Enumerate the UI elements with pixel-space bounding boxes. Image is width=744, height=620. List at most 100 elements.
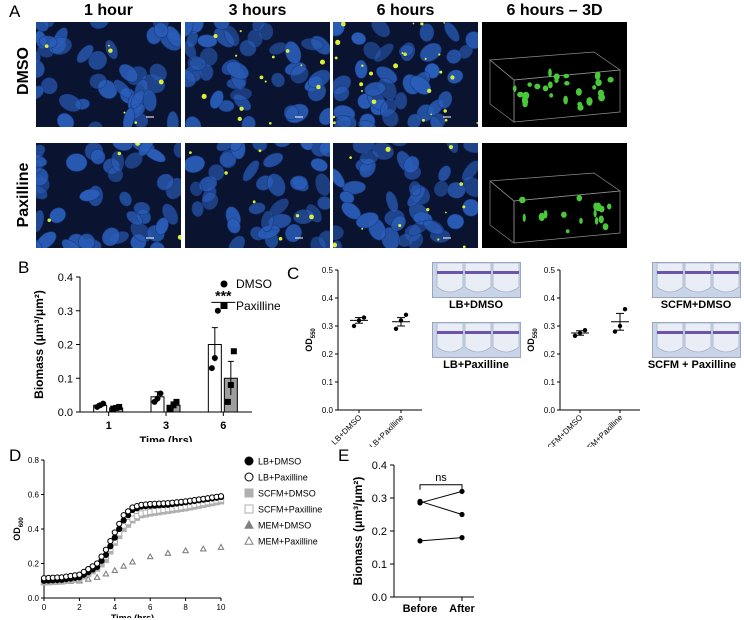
cell-nucleus: [219, 151, 237, 169]
bacteria-dot: [269, 122, 272, 125]
bacteria-cluster: [576, 194, 583, 202]
cell-nucleus: [111, 150, 125, 172]
chart-od550-lb: 0.0 0.1 0.2 0.3 0.4 0.5 OD550 LB+DMSO LB+Paxilli…: [304, 266, 422, 447]
bacteria-cluster: [512, 85, 517, 92]
bacteria-cluster: [586, 97, 593, 106]
data-point: [617, 323, 623, 329]
panel-letter-d: D: [9, 446, 22, 465]
data-point: [403, 312, 409, 317]
well-label-lb-dmso: LB+DMSO: [448, 299, 504, 311]
bacteria-dot: [430, 113, 433, 116]
cell-nucleus: [407, 113, 422, 127]
well-photo-lb-paxilline: [432, 322, 521, 358]
column-title-6h: 6 hours: [376, 2, 435, 19]
bacteria-dot: [398, 223, 402, 228]
tube-well: [464, 323, 492, 353]
legend-label-dmso: DMSO: [236, 277, 272, 291]
cell-nucleus: [315, 173, 330, 196]
cell-nucleus: [390, 143, 408, 147]
cell-nucleus: [130, 89, 145, 109]
bacteria-dot: [188, 151, 192, 154]
cell-nucleus: [36, 236, 43, 248]
x-tick-label: 2: [77, 603, 82, 612]
micrograph-dmso-6h: [333, 22, 478, 127]
bacteria-cluster: [577, 101, 583, 107]
cell-nucleus: [248, 202, 266, 215]
y-axis-title-subscript: 550: [311, 328, 317, 339]
data-point-dmso: [100, 400, 107, 407]
data-point: [80, 568, 87, 576]
chart-od550-scfm: 0.0 0.1 0.2 0.3 0.4 0.5 OD550 SCFM+DMSOSCFM+Pax…: [526, 266, 640, 447]
crystal-violet-band: [465, 271, 491, 274]
x-tick-label: 10: [217, 603, 226, 612]
x-axis-title: Time (hrs): [140, 435, 193, 442]
cell-nucleus: [355, 212, 379, 229]
bacteria-dot: [201, 93, 207, 99]
bacteria-cluster: [564, 81, 570, 86]
bacteria-cluster: [554, 77, 559, 83]
cell-nucleus: [65, 153, 88, 172]
data-point: [393, 326, 399, 331]
bacteria-dot: [134, 121, 138, 124]
y-tick-label: 0.3: [372, 493, 387, 505]
y-tick-label: 0.6: [28, 491, 40, 500]
cell-nucleus: [252, 22, 267, 32]
legend-marker-scfm-paxilline: [244, 504, 254, 514]
cell-nucleus: [445, 143, 459, 154]
cell-nucleus: [252, 143, 268, 152]
legend-marker-lb-dmso: [244, 456, 254, 466]
column-title-3h: 3 hours: [228, 2, 287, 19]
data-point: [622, 307, 628, 312]
cell-nucleus: [185, 155, 206, 173]
bacteria-cluster: [598, 93, 605, 102]
data-point: [124, 508, 132, 515]
legend-label-paxilline: Paxilline: [236, 299, 280, 313]
legend-marker-scfm-dmso: [244, 488, 254, 498]
data-point: [582, 328, 588, 333]
cell-nucleus: [153, 22, 169, 38]
data-point: [612, 329, 618, 334]
bacteria-dot: [426, 208, 430, 212]
y-axis-title: OD550: [526, 328, 539, 352]
x-tick-label: 3: [163, 420, 169, 432]
cell-nucleus: [446, 49, 462, 64]
cell-nucleus: [284, 41, 302, 65]
cell-nucleus: [225, 61, 249, 80]
cell-nucleus: [438, 165, 452, 182]
cell-nucleus: [156, 173, 174, 191]
cell-nucleus: [283, 105, 299, 121]
bacteria-dot: [177, 234, 181, 240]
crystal-violet-band: [493, 331, 519, 334]
bacteria-dot: [213, 33, 218, 39]
x-tick-label: 6: [148, 603, 153, 612]
significance-bracket: [419, 484, 463, 490]
bacteria-dot: [361, 227, 364, 230]
bacteria-dot: [258, 149, 262, 153]
data-point: [94, 560, 101, 567]
render-box: [489, 51, 621, 123]
x-tick-label: 6: [220, 420, 226, 432]
bacteria-cluster: [593, 209, 597, 218]
data-point: [120, 562, 128, 569]
y-tick-label: 0.1: [372, 559, 387, 571]
bacteria-dot: [334, 56, 338, 60]
cell-nucleus: [185, 116, 202, 127]
data-point-after: [459, 511, 465, 518]
bacteria-dot: [47, 218, 51, 223]
data-point: [199, 545, 207, 552]
bacteria-cluster: [606, 203, 612, 210]
bacteria-cluster: [602, 223, 609, 231]
tube-well: [436, 323, 464, 353]
data-point-dmso: [214, 307, 221, 314]
bacteria-dot: [349, 156, 352, 159]
cell-nucleus: [266, 173, 286, 197]
crystal-violet-band: [657, 271, 683, 274]
y-tick-label: 0.4: [58, 272, 73, 284]
cell-nucleus: [142, 89, 157, 112]
tube-well: [656, 323, 684, 353]
bacteria-dot: [462, 205, 466, 209]
bacteria-dot: [264, 80, 267, 83]
cell-nucleus: [317, 196, 330, 210]
cell-nucleus: [318, 230, 330, 248]
data-point: [572, 333, 578, 338]
